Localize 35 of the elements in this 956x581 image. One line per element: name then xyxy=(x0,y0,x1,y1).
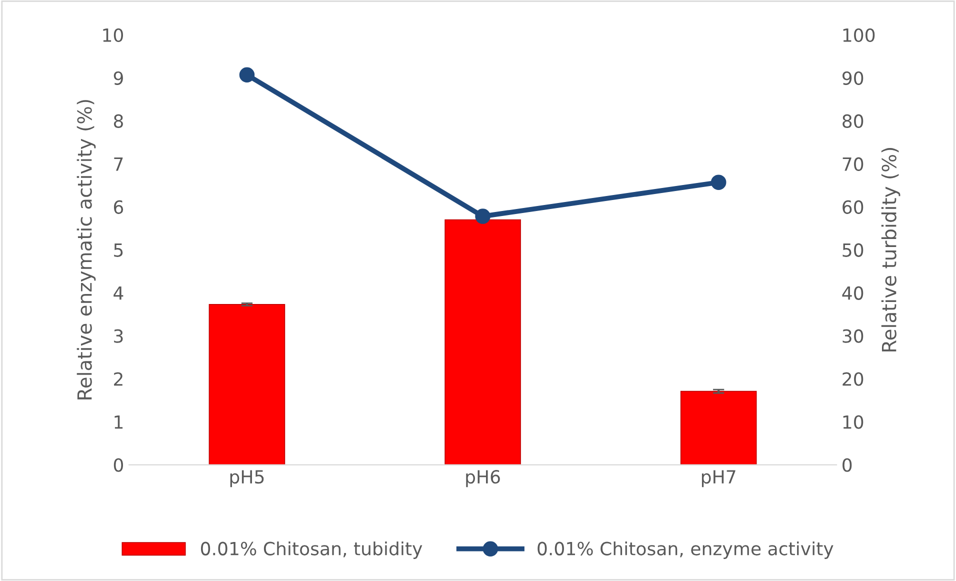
y2-tick-label: 30 xyxy=(842,329,864,343)
y2-tick-label: 0 xyxy=(842,458,852,472)
y-axis-title: Relative enzymatic activity (%) xyxy=(76,100,96,400)
y2-tick-label: 70 xyxy=(842,157,864,171)
y-tick-label: 7 xyxy=(114,158,123,171)
y2-tick-label: 50 xyxy=(842,243,864,257)
y-tick-label: 4 xyxy=(114,286,124,300)
y2-axis-title: Relative turbidity (%) xyxy=(881,148,900,352)
y-tick-label: 2 xyxy=(114,372,122,386)
legend-label: 0.01% Chitosan, enzyme activity xyxy=(538,541,834,559)
y2-tick-label: 10 xyxy=(843,415,864,429)
bar xyxy=(444,219,521,465)
bar xyxy=(680,390,757,465)
y2-tick-label: 100 xyxy=(843,28,875,42)
y2-tick-label: 40 xyxy=(842,286,864,300)
x-tick-label: pH6 xyxy=(466,470,500,488)
point xyxy=(239,67,255,82)
point xyxy=(710,174,726,190)
x-tick-label: pH7 xyxy=(702,470,736,488)
y-tick-label: 9 xyxy=(114,71,123,85)
x-tick-label: pH5 xyxy=(230,470,264,488)
y-tick-label: 8 xyxy=(114,114,123,128)
legend-label: 0.01% Chitosan, tubidity xyxy=(200,541,422,559)
y-tick-label: 3 xyxy=(114,329,123,343)
y2-tick-label: 90 xyxy=(842,71,864,85)
y2-tick-label: 80 xyxy=(842,114,864,128)
y2-tick-label: 60 xyxy=(842,200,864,214)
y2-tick-label: 20 xyxy=(842,372,864,386)
y-tick-label: 6 xyxy=(114,200,124,214)
y-tick-label: 1 xyxy=(114,416,123,429)
y-tick-label: 10 xyxy=(103,28,123,42)
bar xyxy=(208,304,286,465)
y-tick-label: 5 xyxy=(114,244,123,257)
point xyxy=(475,208,490,224)
y-tick-label: 0 xyxy=(114,458,123,472)
